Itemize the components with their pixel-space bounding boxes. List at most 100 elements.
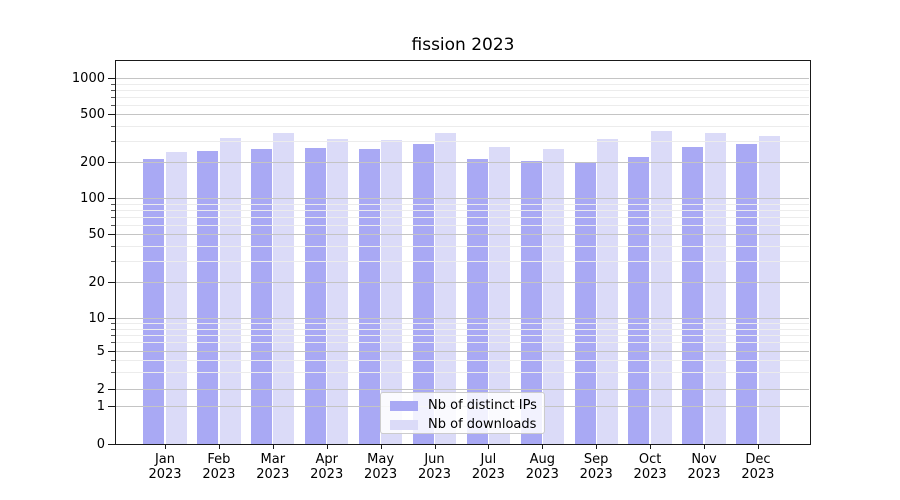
x-label-year: 2023 xyxy=(417,467,452,482)
chart-title: fission 2023 xyxy=(411,35,515,55)
y-minor-tick-900 xyxy=(111,83,115,85)
bar-jun-distinct-ips xyxy=(412,143,434,444)
x-label-month: Jun xyxy=(424,452,445,467)
x-tick-label-may: May 2023 xyxy=(353,452,409,482)
y-tick-label-5: 5 xyxy=(96,344,105,359)
gridline-y-300 xyxy=(116,141,809,143)
x-label-year: 2023 xyxy=(525,467,559,482)
y-tick-label-50: 50 xyxy=(88,227,105,243)
x-tick-may xyxy=(380,445,382,449)
y-minor-tick-300 xyxy=(111,141,115,143)
y-tick-label-1000: 1000 xyxy=(71,71,105,87)
x-label-year: 2023 xyxy=(148,467,182,482)
bar-feb-distinct-ips xyxy=(197,150,219,444)
bar-aug-distinct-ips xyxy=(520,160,542,444)
y-minor-tick-70 xyxy=(111,216,115,218)
x-tick-label-mar: Mar 2023 xyxy=(245,452,301,482)
x-label-month: Nov xyxy=(691,452,717,467)
x-tick-label-aug: Aug 2023 xyxy=(514,452,570,482)
x-tick-oct xyxy=(650,445,652,449)
bar-apr-distinct-ips xyxy=(305,147,327,444)
bar-mar-downloads xyxy=(273,132,295,444)
gridline-y-900 xyxy=(116,83,809,85)
x-tick-label-dec: Dec 2023 xyxy=(730,452,786,482)
gridline-y-70 xyxy=(116,216,809,218)
legend-label: Nb of downloads xyxy=(428,417,537,432)
bar-mar-distinct-ips xyxy=(251,149,273,444)
y-tick-label-1: 1 xyxy=(96,398,105,414)
y-tick-20 xyxy=(108,282,115,284)
y-tick-1 xyxy=(108,405,115,407)
x-label-month: Jul xyxy=(480,452,497,467)
y-tick-label-10: 10 xyxy=(88,311,105,327)
gridline-y-500 xyxy=(116,114,809,116)
x-tick-label-nov: Nov 2023 xyxy=(676,452,732,482)
x-label-year: 2023 xyxy=(310,467,344,482)
x-label-year: 2023 xyxy=(202,467,236,482)
y-minor-tick-30 xyxy=(111,261,115,263)
gridline-y-80 xyxy=(116,209,809,211)
x-label-month: Aug xyxy=(529,452,555,467)
y-tick-5 xyxy=(108,351,115,352)
y-tick-100 xyxy=(108,198,115,200)
y-minor-tick-800 xyxy=(111,89,115,91)
gridline-y-30 xyxy=(116,261,809,263)
x-label-month: Feb xyxy=(207,452,231,467)
legend-item-downloads: Nb of downloads xyxy=(381,416,544,433)
x-tick-label-apr: Apr 2023 xyxy=(299,452,355,482)
y-tick-label-20: 20 xyxy=(88,275,105,291)
y-minor-tick-8 xyxy=(111,328,115,330)
bar-jun-downloads xyxy=(435,133,457,444)
legend-swatch-icon xyxy=(390,419,418,430)
x-label-month: Mar xyxy=(260,452,286,467)
gridline-y-800 xyxy=(116,89,809,91)
gridline-y-9 xyxy=(116,323,809,325)
gridline-y-2 xyxy=(116,388,809,390)
bar-dec-distinct-ips xyxy=(736,144,758,444)
gridline-y-400 xyxy=(116,126,809,128)
y-minor-tick-7 xyxy=(111,335,115,337)
gridline-y-50 xyxy=(116,234,809,236)
x-tick-feb xyxy=(218,445,220,449)
x-label-year: 2023 xyxy=(687,467,721,482)
x-label-year: 2023 xyxy=(364,467,398,482)
gridline-y-100 xyxy=(116,198,809,200)
bar-nov-downloads xyxy=(704,133,726,444)
gridline-y-4 xyxy=(116,360,809,362)
y-minor-tick-4 xyxy=(111,360,115,362)
gridline-y-40 xyxy=(116,246,809,248)
x-tick-aug xyxy=(542,445,544,449)
x-label-month: Dec xyxy=(745,452,771,467)
y-tick-50 xyxy=(108,234,115,236)
x-label-year: 2023 xyxy=(633,467,667,482)
y-tick-label-500: 500 xyxy=(80,107,105,123)
bar-feb-downloads xyxy=(219,138,241,444)
x-tick-label-sep: Sep 2023 xyxy=(568,452,624,482)
bar-apr-downloads xyxy=(327,138,349,444)
y-tick-1000 xyxy=(108,78,115,80)
x-tick-jul xyxy=(488,445,490,449)
y-tick-label-200: 200 xyxy=(80,155,105,171)
y-minor-tick-9 xyxy=(111,323,115,325)
x-label-year: 2023 xyxy=(579,467,613,482)
x-label-year: 2023 xyxy=(471,467,505,482)
x-tick-label-jun: Jun 2023 xyxy=(407,452,463,482)
y-tick-0 xyxy=(108,444,115,445)
x-tick-sep xyxy=(596,445,598,449)
x-label-year: 2023 xyxy=(741,467,775,482)
x-tick-label-jan: Jan 2023 xyxy=(137,452,193,482)
y-minor-tick-60 xyxy=(111,224,115,226)
x-tick-mar xyxy=(272,445,274,449)
bar-jan-distinct-ips xyxy=(143,159,165,444)
gridline-y-6 xyxy=(116,342,809,344)
x-tick-nov xyxy=(704,445,705,449)
bar-sep-downloads xyxy=(596,139,618,444)
y-minor-tick-600 xyxy=(111,104,115,106)
x-tick-dec xyxy=(757,445,759,449)
legend: Nb of distinct IPs Nb of downloads xyxy=(380,392,545,434)
y-tick-label-0: 0 xyxy=(96,437,105,452)
x-tick-jan xyxy=(165,445,166,449)
bar-aug-downloads xyxy=(542,148,564,444)
gridline-y-20 xyxy=(116,282,809,284)
y-minor-tick-700 xyxy=(111,96,115,98)
